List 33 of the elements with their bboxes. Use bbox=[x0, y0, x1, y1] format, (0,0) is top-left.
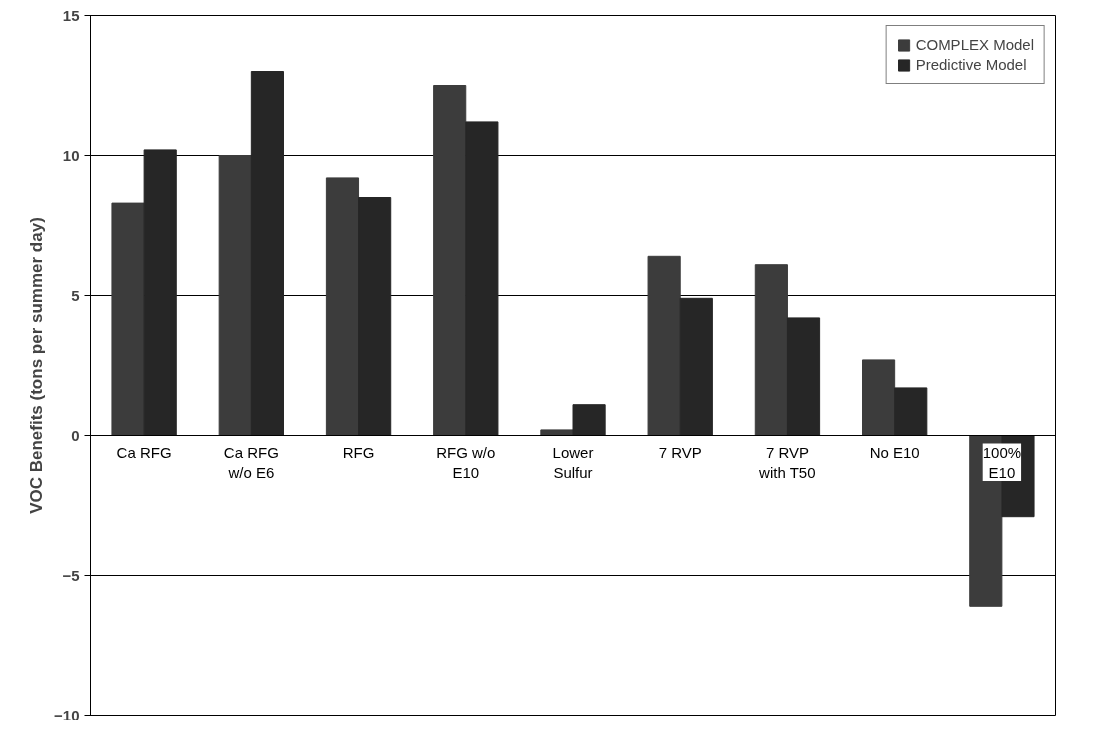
bar bbox=[250, 71, 284, 436]
bar bbox=[894, 387, 928, 436]
bar bbox=[218, 155, 252, 436]
x-tick-label: 7 RVP bbox=[658, 443, 702, 461]
x-tick-label: RFG w/o E10 bbox=[436, 443, 496, 481]
y-tick-label: 5 bbox=[71, 286, 80, 304]
bar bbox=[754, 264, 788, 436]
bar bbox=[572, 404, 606, 436]
y-tick-label: 0 bbox=[71, 426, 80, 444]
bar bbox=[143, 149, 177, 436]
x-tick-label: 7 RVP with T50 bbox=[758, 443, 816, 481]
y-axis-title: VOC Benefits (tons per summer day) bbox=[27, 217, 47, 514]
y-tick-label: 10 bbox=[62, 146, 80, 164]
legend-label: Predictive Model bbox=[915, 56, 1027, 73]
bar bbox=[111, 202, 145, 436]
bar bbox=[679, 297, 713, 436]
x-tick-label: Ca RFG w/o E6 bbox=[223, 443, 279, 481]
legend-label: COMPLEX Model bbox=[915, 36, 1034, 53]
y-tick-label: −5 bbox=[62, 566, 80, 584]
bar bbox=[325, 177, 360, 436]
bar bbox=[862, 359, 896, 436]
bar bbox=[786, 317, 821, 436]
y-tick-label: −10 bbox=[54, 706, 80, 724]
y-tick-label: 15 bbox=[62, 6, 80, 24]
bar bbox=[465, 121, 499, 436]
bar bbox=[358, 197, 392, 436]
x-tick-label: No E10 bbox=[869, 443, 920, 461]
x-tick-label: Lower Sulfur bbox=[552, 443, 594, 481]
bar bbox=[647, 255, 681, 436]
x-tick-label: Ca RFG bbox=[116, 443, 172, 461]
x-tick-label: RFG bbox=[342, 443, 375, 461]
x-tick-label: 100% E10 bbox=[982, 443, 1022, 481]
bar bbox=[433, 85, 467, 436]
